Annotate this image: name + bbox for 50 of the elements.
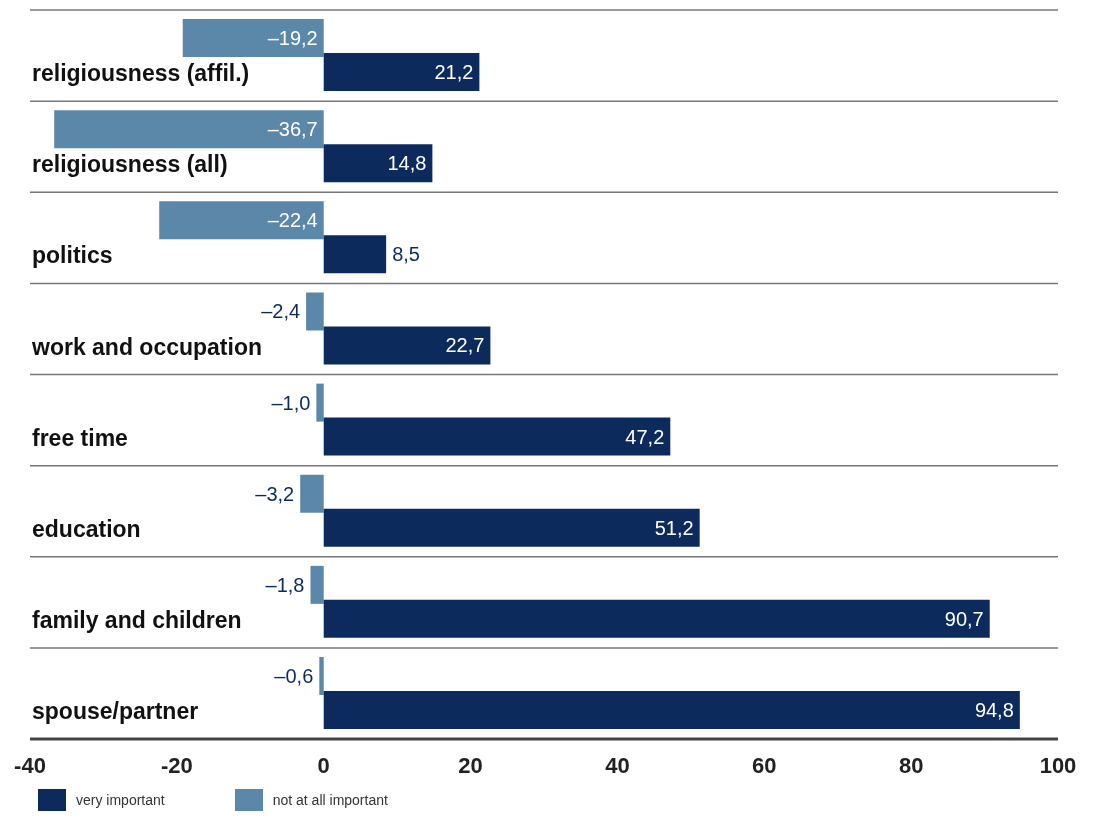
x-tick-label: 0: [317, 752, 330, 778]
data-label: –36,7: [267, 118, 318, 141]
y-tick-label: work and occupation: [31, 333, 263, 360]
y-tick-label: politics: [32, 242, 113, 269]
x-tick-label: 60: [752, 752, 777, 778]
bar: [323, 326, 491, 365]
x-tick-label: -40: [14, 752, 46, 778]
bar: [306, 292, 324, 331]
y-tick-label: family and children: [32, 606, 242, 633]
x-tick-label: -20: [160, 752, 193, 778]
bar: [323, 599, 990, 638]
bar: [323, 235, 387, 274]
bar: [159, 201, 324, 240]
bar: [316, 383, 324, 422]
x-tick-label: 20: [458, 752, 483, 778]
data-label: –22,4: [267, 209, 318, 232]
data-label: –1,0: [271, 391, 311, 414]
data-label: 14,8: [387, 152, 427, 175]
y-tick-label: spouse/partner: [32, 698, 199, 724]
bar: [300, 474, 324, 513]
legend-label: very important: [76, 792, 165, 808]
bar: [319, 656, 324, 695]
x-tick-label: 100: [1039, 752, 1077, 778]
data-label: –3,2: [255, 482, 295, 505]
y-tick-label: religiousness (all): [32, 151, 228, 178]
legend-label: not at all important: [272, 792, 388, 808]
data-label: –1,8: [265, 573, 305, 596]
bar: [323, 417, 671, 456]
bar: [323, 144, 433, 183]
data-label: 90,7: [944, 607, 984, 630]
data-label: –19,2: [267, 27, 318, 50]
data-label: 21,2: [434, 61, 474, 84]
bar: [54, 110, 324, 149]
bar: [310, 565, 324, 604]
x-tick-label: 80: [898, 752, 924, 778]
data-label: –0,6: [274, 664, 314, 687]
bar: [323, 690, 1020, 729]
bar: [323, 53, 480, 92]
y-tick-label: education: [32, 515, 141, 542]
data-label: 94,8: [974, 698, 1014, 721]
y-tick-label: free time: [32, 424, 128, 451]
bar: [323, 508, 700, 547]
data-label: 47,2: [625, 425, 665, 448]
y-tick-label: religiousness (affil.): [32, 60, 250, 87]
data-label: 8,5: [392, 243, 420, 266]
data-label: 22,7: [445, 334, 485, 357]
x-tick-label: 40: [605, 752, 630, 778]
data-label: –2,4: [261, 300, 301, 323]
data-label: 51,2: [654, 516, 694, 539]
bar: [182, 19, 324, 58]
